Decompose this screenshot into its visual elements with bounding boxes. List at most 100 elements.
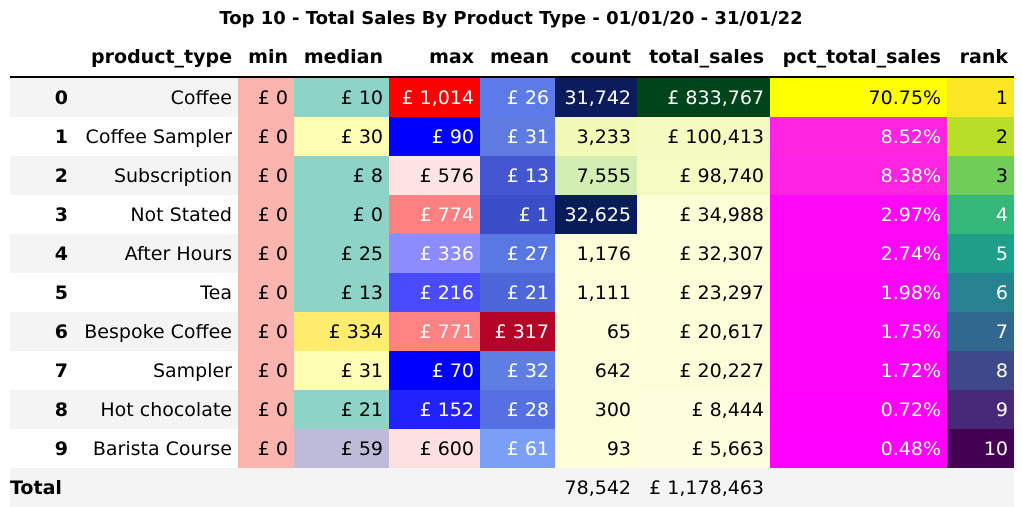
total-sales-value: £ 1,178,463 bbox=[637, 468, 770, 507]
total-empty-cell bbox=[389, 468, 480, 507]
cell-median: £ 31 bbox=[294, 351, 389, 390]
table-row: 3 Not Stated £ 0 £ 0 £ 774 £ 1 32,625 £ 34,988 2… bbox=[10, 195, 1014, 234]
table-body: 0 Coffee £ 0 £ 10 £ 1,014 £ 26 31,742 £ 833,767… bbox=[10, 77, 1014, 468]
table-row: 8 Hot chocolate £ 0 £ 21 £ 152 £ 28 300 £ 8,444… bbox=[10, 390, 1014, 429]
cell-mean: £ 26 bbox=[480, 77, 555, 117]
cell-total-sales: £ 32,307 bbox=[637, 234, 770, 273]
cell-count: 1,176 bbox=[555, 234, 637, 273]
cell-product-type: Not Stated bbox=[130, 203, 232, 226]
cell-total-sales: £ 20,617 bbox=[637, 312, 770, 351]
cell-median: £ 334 bbox=[294, 312, 389, 351]
col-header-median: median bbox=[294, 38, 389, 78]
table-row: 4 After Hours £ 0 £ 25 £ 336 £ 27 1,176 £ 32,30… bbox=[10, 234, 1014, 273]
table-title: Top 10 - Total Sales By Product Type - 0… bbox=[219, 8, 803, 29]
cell-index: 1 bbox=[54, 125, 68, 148]
cell-product-type: Coffee bbox=[74, 77, 238, 117]
cell-median: £ 21 bbox=[294, 390, 389, 429]
col-header-total-sales: total_sales bbox=[637, 38, 770, 78]
cell-total-sales: £ 23,297 bbox=[637, 273, 770, 312]
cell-pct-total-sales: 0.72% bbox=[770, 390, 947, 429]
cell-mean: £ 32 bbox=[480, 351, 555, 390]
cell-count: 642 bbox=[555, 351, 637, 390]
cell-mean: £ 31 bbox=[480, 117, 555, 156]
cell-count: 300 bbox=[555, 390, 637, 429]
cell-max: £ 1,014 bbox=[389, 77, 480, 117]
cell-index: 3 bbox=[54, 203, 68, 226]
col-header-index bbox=[10, 38, 74, 78]
cell-product-type: After Hours bbox=[74, 234, 238, 273]
cell-total-sales: £ 34,988 bbox=[637, 195, 770, 234]
total-empty-cell bbox=[480, 468, 555, 507]
cell-total-sales: £ 20,227 bbox=[637, 351, 770, 390]
cell-mean: £ 21 bbox=[480, 273, 555, 312]
cell-pct-total-sales: 8.38% bbox=[770, 156, 947, 195]
cell-mean: £ 28 bbox=[480, 390, 555, 429]
cell-min: £ 0 bbox=[238, 351, 294, 390]
cell-pct-total-sales: 1.98% bbox=[770, 273, 947, 312]
cell-median: £ 30 bbox=[294, 117, 389, 156]
table-row: 2 Subscription £ 0 £ 8 £ 576 £ 13 7,555 £ 98,74… bbox=[10, 156, 1014, 195]
cell-rank: 3 bbox=[947, 156, 1014, 195]
table-row: 9 Barista Course £ 0 £ 59 £ 600 £ 61 93 £ 5,663… bbox=[10, 429, 1014, 468]
cell-max: £ 771 bbox=[389, 312, 480, 351]
cell-count: 65 bbox=[555, 312, 637, 351]
total-row: Total 78,542 £ 1,178,463 bbox=[10, 468, 1014, 507]
cell-index: 0 bbox=[10, 77, 74, 117]
cell-rank: 9 bbox=[947, 390, 1014, 429]
total-empty-cell bbox=[74, 468, 238, 507]
cell-mean: £ 61 bbox=[480, 429, 555, 468]
cell-min: £ 0 bbox=[238, 77, 294, 117]
cell-total-sales: £ 8,444 bbox=[637, 390, 770, 429]
cell-rank: 4 bbox=[947, 195, 1014, 234]
table-row: 5 Tea £ 0 £ 13 £ 216 £ 21 1,111 £ 23,297 1.98% 6 bbox=[10, 273, 1014, 312]
cell-pct-total-sales: 1.75% bbox=[770, 312, 947, 351]
cell-count: 1,111 bbox=[555, 273, 637, 312]
cell-count: 93 bbox=[555, 429, 637, 468]
table-row: 7 Sampler £ 0 £ 31 £ 70 £ 32 642 £ 20,227 1.72% 8 bbox=[10, 351, 1014, 390]
cell-index: 5 bbox=[54, 281, 68, 304]
table-row: 6 Bespoke Coffee £ 0 £ 334 £ 771 £ 317 65 £ 20,… bbox=[10, 312, 1014, 351]
cell-rank: 6 bbox=[947, 273, 1014, 312]
cell-min: £ 0 bbox=[238, 312, 294, 351]
col-header-count: count bbox=[555, 38, 637, 78]
cell-product-type: Coffee Sampler bbox=[85, 125, 232, 148]
cell-index: 8 bbox=[10, 390, 74, 429]
cell-count: 32,625 bbox=[555, 195, 637, 234]
cell-rank: 5 bbox=[947, 234, 1014, 273]
cell-mean: £ 13 bbox=[480, 156, 555, 195]
cell-median: £ 10 bbox=[294, 77, 389, 117]
cell-median: £ 59 bbox=[294, 429, 389, 468]
header-row: product_type min median max mean count t… bbox=[10, 38, 1014, 78]
cell-min: £ 0 bbox=[238, 117, 294, 156]
total-empty-cell bbox=[770, 468, 947, 507]
cell-mean: £ 1 bbox=[480, 195, 555, 234]
cell-min: £ 0 bbox=[238, 195, 294, 234]
cell-index: 7 bbox=[54, 359, 68, 382]
table-row: 1 Coffee Sampler £ 0 £ 30 £ 90 £ 31 3,233 £ 100… bbox=[10, 117, 1014, 156]
cell-max: £ 576 bbox=[389, 156, 480, 195]
total-count: 78,542 bbox=[555, 468, 637, 507]
cell-total-sales: £ 98,740 bbox=[637, 156, 770, 195]
cell-max: £ 600 bbox=[389, 429, 480, 468]
cell-max: £ 216 bbox=[389, 273, 480, 312]
cell-product-type: Barista Course bbox=[92, 437, 232, 460]
cell-pct-total-sales: 2.74% bbox=[770, 234, 947, 273]
cell-total-sales: £ 5,663 bbox=[637, 429, 770, 468]
col-header-pct-total-sales: pct_total_sales bbox=[770, 38, 947, 78]
cell-rank: 1 bbox=[947, 77, 1014, 117]
cell-rank: 8 bbox=[947, 351, 1014, 390]
col-header-product-type: product_type bbox=[74, 38, 238, 78]
cell-rank: 2 bbox=[947, 117, 1014, 156]
col-header-max: max bbox=[389, 38, 480, 78]
col-header-mean: mean bbox=[480, 38, 555, 78]
col-header-rank: rank bbox=[947, 38, 1014, 78]
cell-index: 6 bbox=[10, 312, 74, 351]
cell-index: 2 bbox=[10, 156, 74, 195]
total-empty-cell bbox=[947, 468, 1014, 507]
cell-max: £ 70 bbox=[389, 351, 480, 390]
cell-max: £ 152 bbox=[389, 390, 480, 429]
cell-min: £ 0 bbox=[238, 273, 294, 312]
total-empty-cell bbox=[294, 468, 389, 507]
cell-pct-total-sales: 2.97% bbox=[770, 195, 947, 234]
cell-rank: 10 bbox=[947, 429, 1014, 468]
